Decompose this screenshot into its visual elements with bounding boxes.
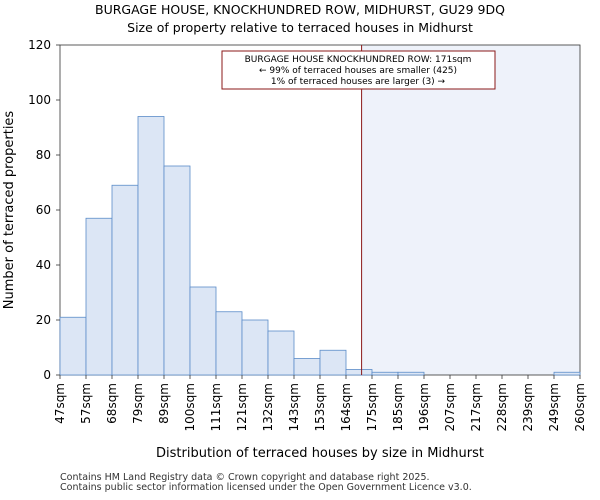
bar-185sqm <box>397 371 425 376</box>
x-tick-label: 260sqm <box>573 383 587 431</box>
x-tick-label: 164sqm <box>339 383 353 431</box>
highlight-region <box>361 45 580 375</box>
x-tick-label: 175sqm <box>365 383 379 431</box>
x-tick-label: 132sqm <box>261 383 275 431</box>
annotation-box: BURGAGE HOUSE KNOCKHUNDRED ROW: 171sqm ←… <box>221 50 496 90</box>
x-tick-label: 153sqm <box>313 383 327 431</box>
bar-111sqm <box>215 311 243 376</box>
bar-57sqm <box>85 217 113 376</box>
y-tick-label: 0 <box>43 368 51 382</box>
bar-132sqm <box>267 330 295 376</box>
x-tick-label: 143sqm <box>287 383 301 431</box>
bar-79sqm <box>137 116 165 376</box>
bar-121sqm <box>241 319 269 376</box>
bar-100sqm <box>189 286 217 376</box>
x-tick-label: 207sqm <box>443 383 457 431</box>
footer-line-2: Contains public sector information licen… <box>60 482 472 493</box>
y-tick-label: 20 <box>36 313 51 327</box>
bar-175sqm <box>371 371 399 376</box>
x-tick-label: 100sqm <box>183 383 197 431</box>
annotation-line-3: 1% of terraced houses are larger (3) → <box>271 77 446 87</box>
footer-line-1: Contains HM Land Registry data © Crown c… <box>60 472 430 483</box>
y-tick-label: 80 <box>36 148 51 162</box>
annotation-line-2: ← 99% of terraced houses are smaller (42… <box>259 66 457 76</box>
x-tick-label: 47sqm <box>53 383 67 424</box>
y-tick-label: 40 <box>36 258 51 272</box>
bar-89sqm <box>163 165 191 376</box>
x-tick-label: 249sqm <box>547 383 561 431</box>
x-tick-label: 111sqm <box>209 383 223 431</box>
annotation-line-1: BURGAGE HOUSE KNOCKHUNDRED ROW: 171sqm <box>245 55 472 65</box>
bar-153sqm <box>319 349 347 376</box>
bar-249sqm <box>553 371 581 376</box>
x-tick-label: 185sqm <box>391 383 405 431</box>
x-tick-label: 79sqm <box>131 383 145 424</box>
x-tick-label: 121sqm <box>235 383 249 431</box>
bar-68sqm <box>111 184 139 376</box>
x-tick-label: 196sqm <box>417 383 431 431</box>
x-axis-label: Distribution of terraced houses by size … <box>156 446 484 461</box>
x-tick-label: 68sqm <box>105 383 119 424</box>
chart-title: BURGAGE HOUSE, KNOCKHUNDRED ROW, MIDHURS… <box>95 2 505 17</box>
bar-47sqm <box>59 316 87 376</box>
bar-143sqm <box>293 358 321 376</box>
x-tick-label: 228sqm <box>495 383 509 431</box>
y-tick-label: 100 <box>28 93 51 107</box>
x-tick-label: 239sqm <box>521 383 535 431</box>
y-tick-label: 120 <box>28 38 51 52</box>
x-tick-label: 217sqm <box>469 383 483 431</box>
y-axis-label: Number of terraced properties <box>2 111 17 310</box>
chart-subtitle: Size of property relative to terraced ho… <box>127 20 473 35</box>
x-tick-label: 57sqm <box>79 383 93 424</box>
x-tick-label: 89sqm <box>157 383 171 424</box>
y-tick-label: 60 <box>36 203 51 217</box>
bar-164sqm <box>345 369 373 376</box>
